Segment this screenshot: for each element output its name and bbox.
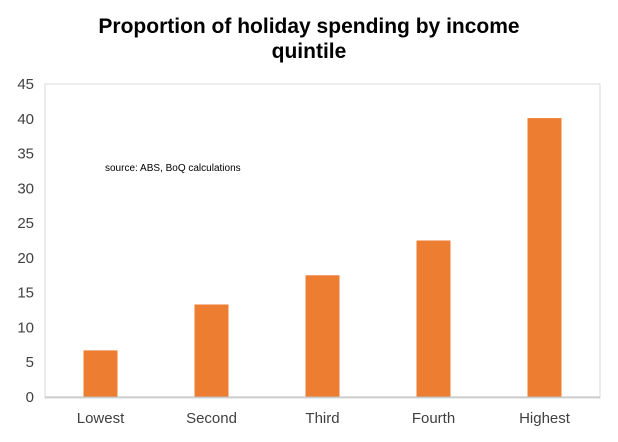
- x-tick-label-fourth: Fourth: [412, 410, 455, 427]
- y-tick-label: 20: [17, 250, 34, 267]
- y-tick-label: 40: [17, 111, 34, 128]
- bar-second: [195, 304, 229, 397]
- bar-lowest: [84, 350, 118, 397]
- y-tick-label: 30: [17, 180, 34, 197]
- x-tick-label-highest: Highest: [519, 410, 571, 427]
- y-tick-label: 35: [17, 146, 34, 163]
- bar-third: [306, 275, 340, 397]
- y-tick-label: 15: [17, 285, 34, 302]
- bars: [84, 118, 562, 397]
- bar-highest: [528, 118, 562, 397]
- y-axis-tick-labels: 0 5 10 15 20 25 30 35 40 45: [17, 76, 34, 406]
- y-tick-label: 5: [26, 354, 34, 371]
- y-tick-label: 0: [26, 389, 34, 406]
- x-tick-label-lowest: Lowest: [77, 410, 125, 427]
- bar-fourth: [417, 241, 451, 398]
- y-tick-label: 25: [17, 215, 34, 232]
- y-tick-label: 10: [17, 319, 34, 336]
- x-axis-tick-labels: Lowest Second Third Fourth Highest: [77, 410, 571, 427]
- y-tick-label: 45: [17, 76, 34, 93]
- x-tick-label-third: Third: [305, 410, 339, 427]
- source-annotation: source: ABS, BoQ calculations: [105, 163, 241, 174]
- x-tick-label-second: Second: [186, 410, 237, 427]
